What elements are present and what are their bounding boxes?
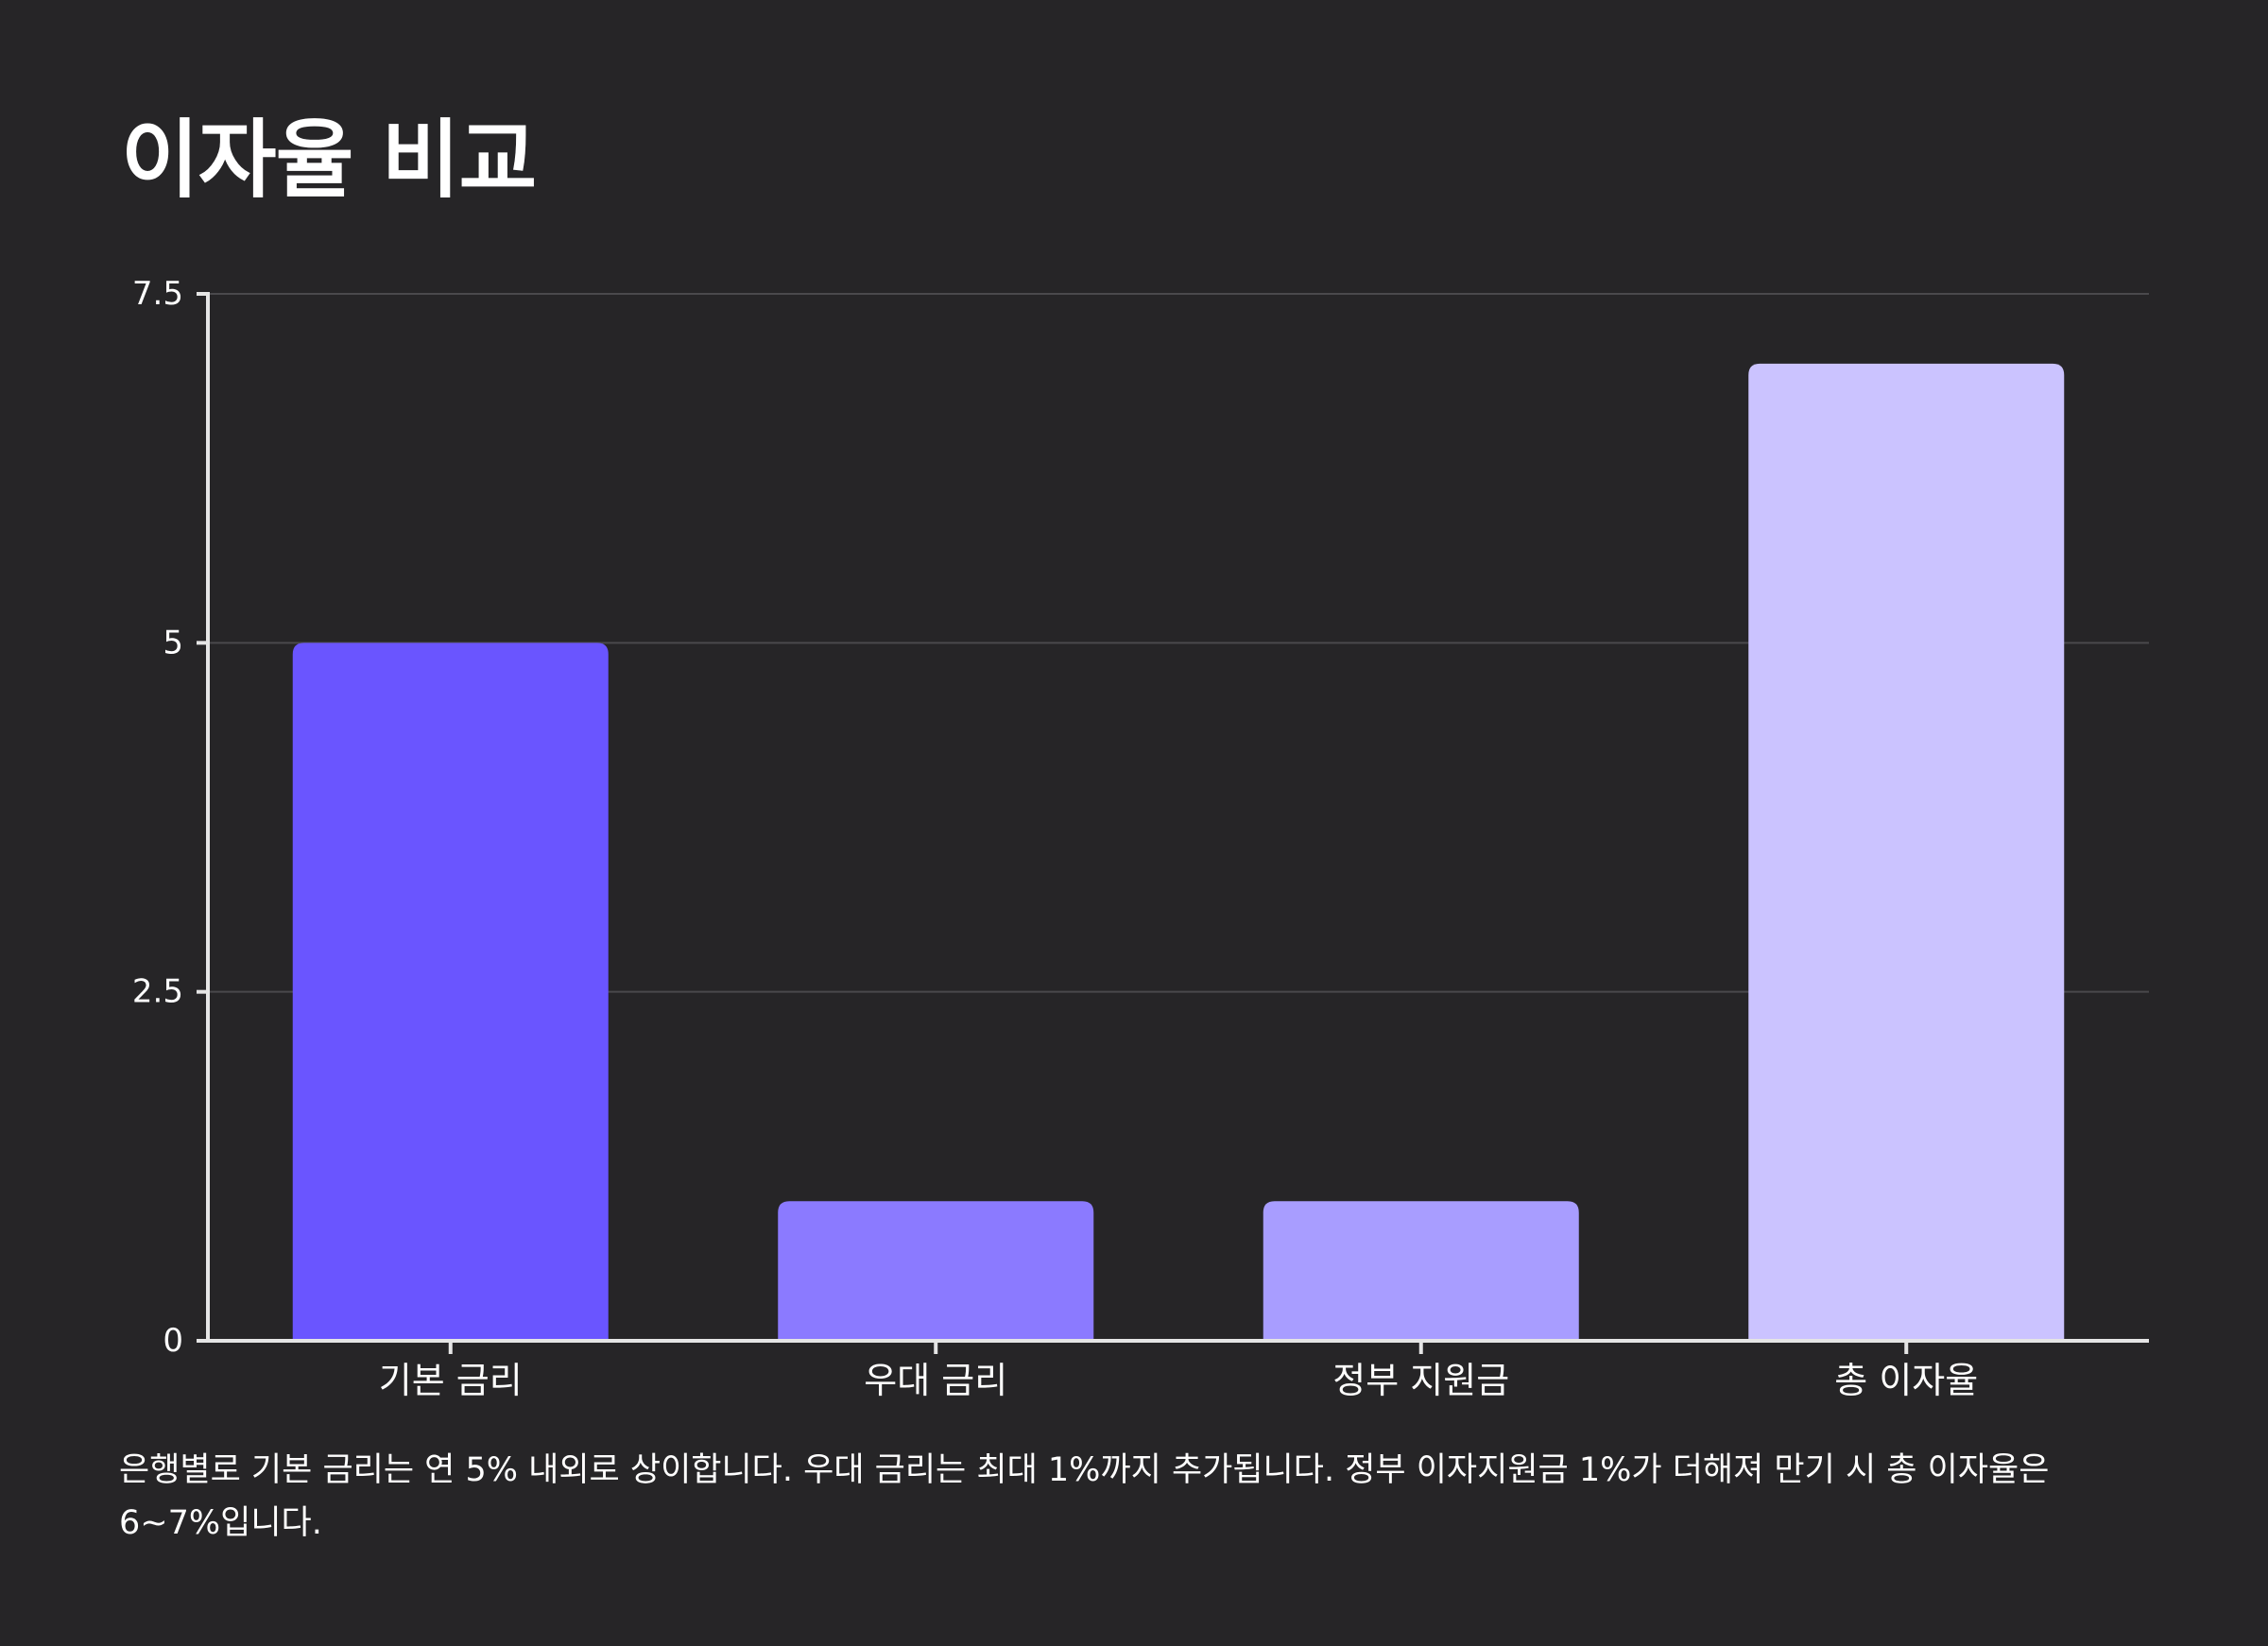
x-tick-label: 기본 금리	[379, 1360, 523, 1401]
x-tick-label: 정부 지원금	[1332, 1360, 1509, 1401]
y-tick-label: 5	[163, 624, 183, 661]
bar	[1263, 1201, 1579, 1341]
chart-footnote: 은행별로 기본 금리는 연 5% 내외로 상이합니다. 우대 금리는 최대 1%…	[119, 1451, 2050, 1542]
y-tick-label: 7.5	[132, 275, 183, 313]
bars	[292, 363, 2065, 1341]
y-tick-label: 2.5	[132, 973, 183, 1011]
bar	[1748, 363, 2065, 1341]
x-tick-label: 우대 금리	[864, 1360, 1007, 1401]
tick-labels: 0 2.5 5 7.5 기본 금리 우대 금리 정부 지원금 총 이자율	[132, 275, 1978, 1401]
bar	[292, 643, 609, 1341]
x-tick-label: 총 이자율	[1834, 1360, 1978, 1401]
chart-title: 이자율 비교	[121, 111, 537, 210]
axes	[197, 292, 2149, 1354]
y-tick-label: 0	[163, 1322, 183, 1360]
bar	[778, 1201, 1094, 1341]
